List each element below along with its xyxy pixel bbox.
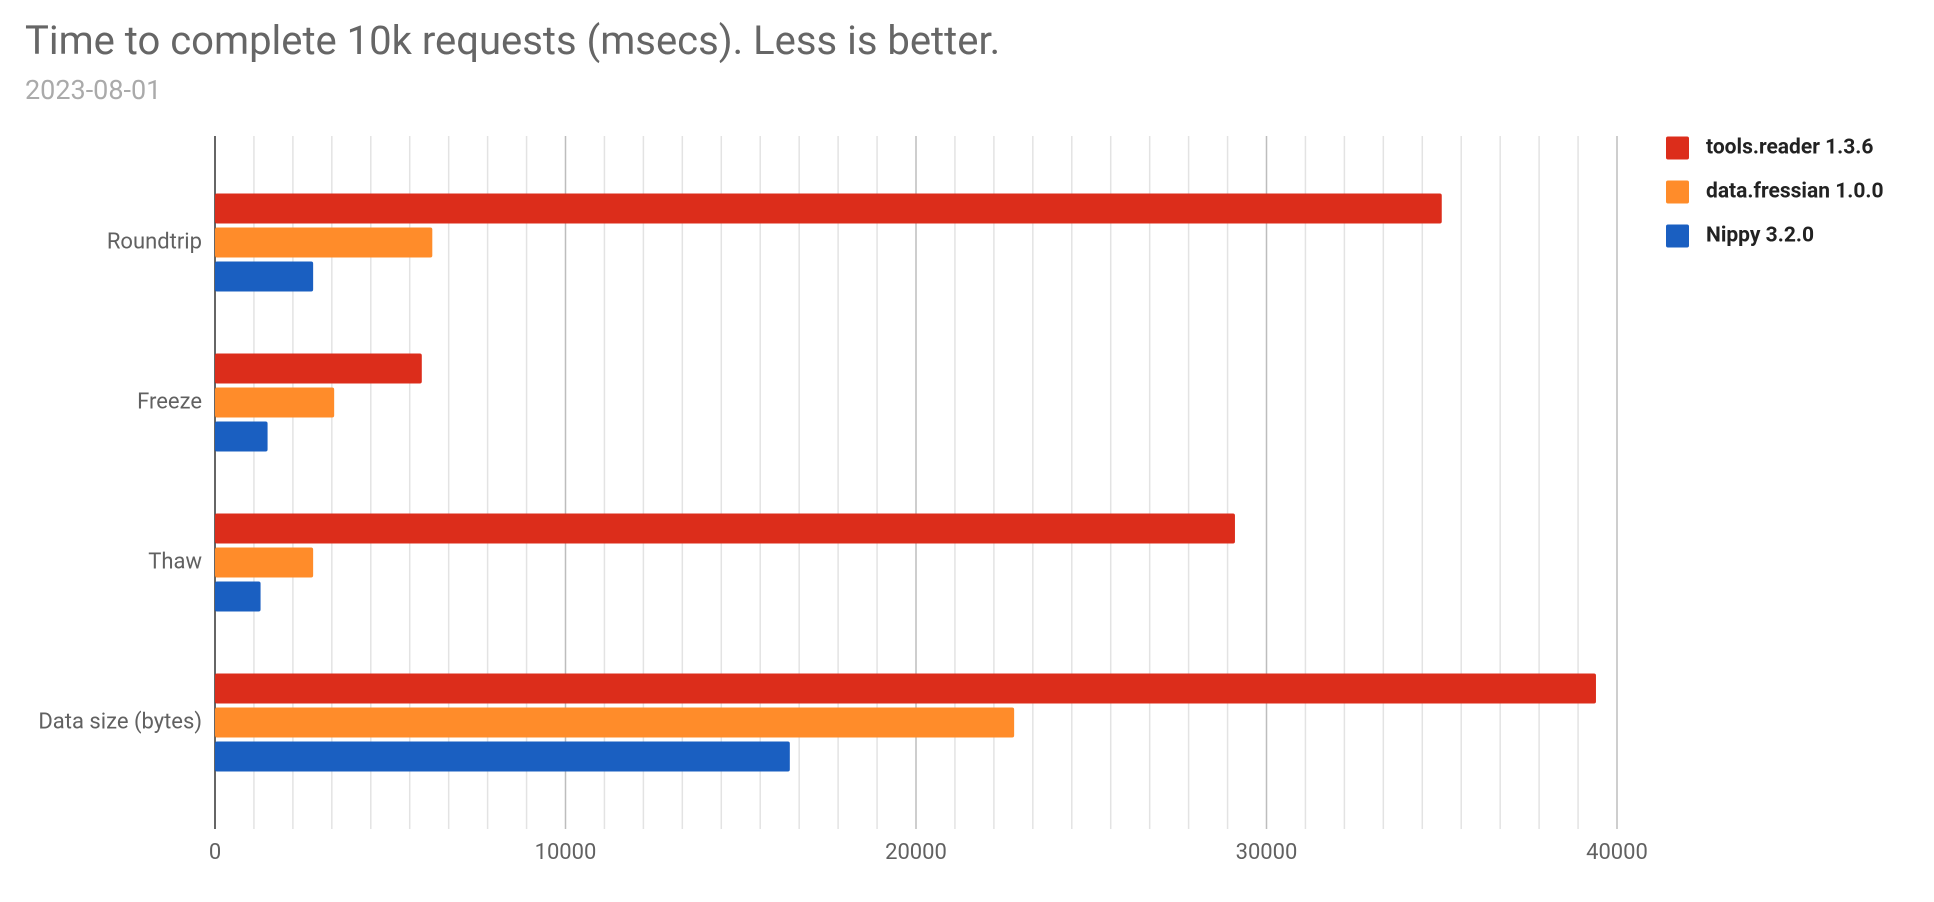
- legend-swatch: [1666, 180, 1689, 204]
- y-tick-label: Roundtrip: [107, 229, 202, 254]
- legend-label: tools.reader 1.3.6: [1706, 136, 1873, 160]
- legend-label: Nippy 3.2.0: [1706, 224, 1814, 248]
- x-tick-label: 30000: [1236, 840, 1298, 865]
- x-tick-label: 0: [209, 840, 221, 865]
- bar: [215, 227, 433, 258]
- legend-label: data.fressian 1.0.0: [1706, 180, 1884, 204]
- y-tick-label: Thaw: [148, 549, 202, 574]
- bar: [215, 581, 261, 612]
- bar: [215, 193, 1442, 224]
- bar: [215, 261, 314, 292]
- x-tick-label: 20000: [885, 840, 947, 865]
- legend-swatch: [1666, 224, 1689, 248]
- y-tick-label: Freeze: [137, 389, 202, 414]
- bar: [215, 707, 1015, 738]
- x-tick-label: 10000: [535, 840, 597, 865]
- bar: [215, 547, 314, 578]
- bar: [215, 513, 1235, 544]
- legend-swatch: [1666, 136, 1689, 160]
- bar: [215, 353, 422, 384]
- bar: [215, 387, 335, 418]
- chart-subtitle: 2023-08-01: [25, 74, 161, 106]
- bar: [215, 741, 790, 772]
- x-tick-label: 40000: [1586, 840, 1648, 865]
- bar: [215, 673, 1596, 704]
- y-tick-label: Data size (bytes): [38, 709, 202, 734]
- chart-title: Time to complete 10k requests (msecs). L…: [25, 17, 1000, 64]
- bar: [215, 421, 268, 452]
